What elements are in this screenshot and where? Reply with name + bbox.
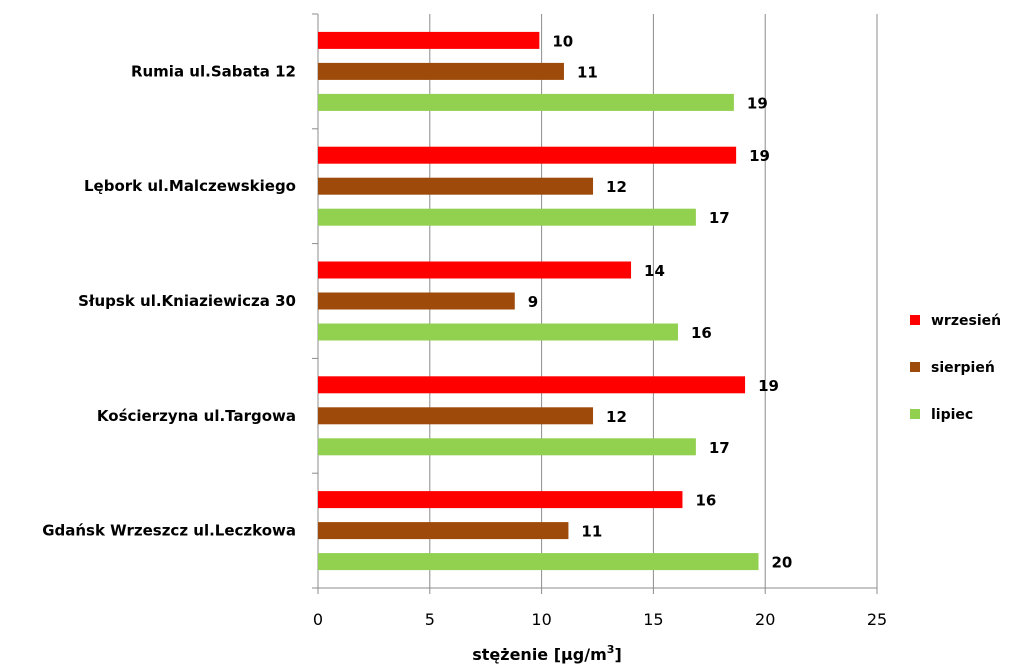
x-tick-labels: 0 5 10 15 20 25 (313, 610, 887, 629)
legend-swatch (910, 362, 920, 372)
bar (318, 553, 759, 571)
legend-label: sierpień (931, 360, 995, 376)
x-tick-label: 5 (425, 610, 435, 629)
x-tick-label: 10 (531, 610, 551, 629)
bar (318, 323, 678, 341)
bar (318, 292, 515, 310)
category-labels: Rumia ul.Sabata 12 Lębork ul.Malczewskieg… (42, 62, 296, 539)
bar (318, 376, 746, 394)
bar (318, 146, 737, 164)
bar (318, 407, 594, 425)
x-axis-title: stężenie [µg/m3] (472, 643, 622, 664)
legend-label: wrzesień (931, 313, 1001, 329)
data-label: 17 (709, 209, 730, 227)
x-tick-label: 15 (643, 610, 663, 629)
data-label: 19 (747, 94, 768, 112)
data-label: 19 (758, 377, 779, 395)
legend: wrzesień sierpień lipiec (910, 313, 1001, 423)
bar (318, 177, 594, 195)
category-label: Gdańsk Wrzeszcz ul.Leczkowa (42, 522, 296, 540)
data-label: 9 (528, 293, 538, 311)
x-tick-label: 20 (755, 610, 775, 629)
data-label: 14 (644, 262, 665, 280)
legend-swatch (910, 315, 920, 325)
data-label: 10 (552, 32, 573, 50)
data-label: 12 (606, 178, 627, 196)
bars (318, 31, 759, 571)
bar (318, 491, 683, 509)
data-label: 12 (606, 408, 627, 426)
bar (318, 261, 632, 279)
bar (318, 31, 540, 49)
legend-label: lipiec (931, 407, 973, 423)
x-tick-label: 0 (313, 610, 323, 629)
data-label: 19 (749, 147, 770, 165)
bar (318, 438, 696, 456)
bar (318, 208, 696, 226)
data-label: 20 (771, 554, 792, 572)
bar (318, 522, 569, 540)
bar (318, 93, 734, 111)
data-label: 16 (691, 324, 712, 342)
data-label: 16 (695, 492, 716, 510)
data-label: 17 (709, 439, 730, 457)
x-tick-label: 25 (867, 610, 887, 629)
category-label: Kościerzyna ul.Targowa (97, 407, 296, 425)
bar (318, 62, 564, 80)
legend-swatch (910, 409, 920, 419)
category-label: Lębork ul.Malczewskiego (84, 177, 296, 195)
data-label: 11 (577, 63, 598, 81)
category-label: Słupsk ul.Kniaziewicza 30 (78, 292, 296, 310)
category-label: Rumia ul.Sabata 12 (131, 62, 296, 80)
data-label: 11 (581, 523, 602, 541)
